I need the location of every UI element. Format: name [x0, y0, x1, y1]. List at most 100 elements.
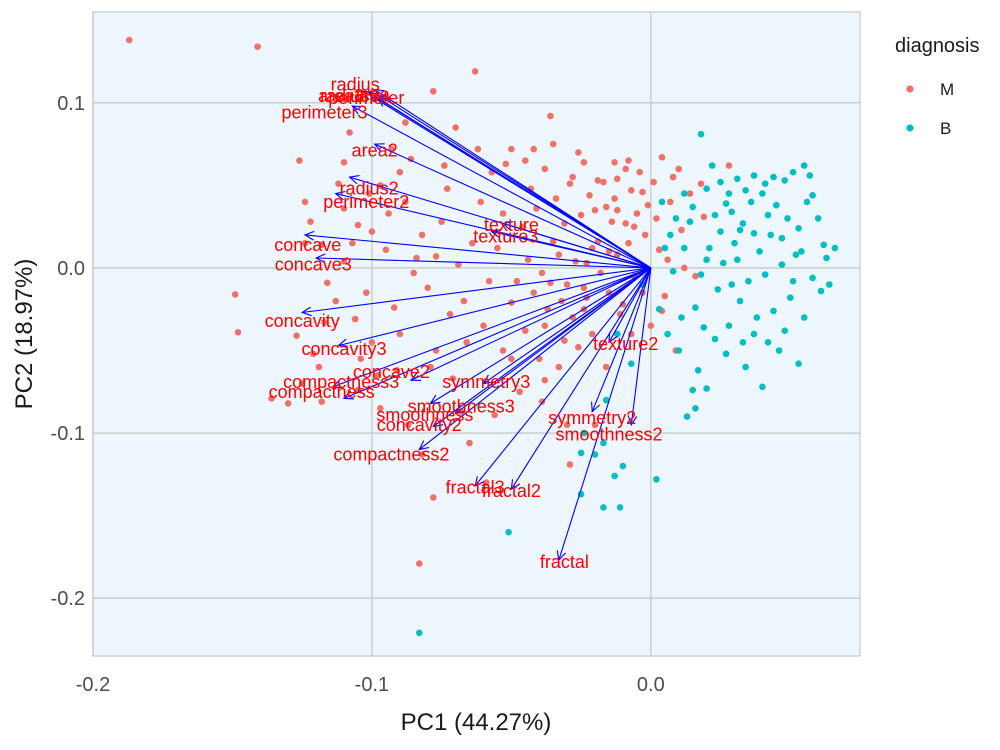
- data-point-B: [675, 347, 682, 354]
- data-point-B: [658, 198, 666, 206]
- data-point-M: [443, 185, 451, 192]
- loading-arrow: [374, 143, 652, 269]
- data-point-M: [234, 329, 242, 336]
- loading-arrow: [608, 267, 652, 343]
- data-point-M: [700, 213, 708, 221]
- data-point-B: [745, 277, 752, 285]
- data-point-M: [494, 244, 501, 252]
- data-point-M: [491, 411, 498, 419]
- data-point-B: [697, 130, 705, 138]
- loading-arrowhead: [490, 228, 502, 239]
- data-point-M: [354, 221, 362, 229]
- loading-arrowhead: [303, 230, 315, 241]
- loading-label: compactness: [269, 382, 375, 402]
- loading-arrow: [432, 267, 652, 427]
- loading-label: area: [354, 85, 391, 105]
- data-point-M: [524, 256, 532, 264]
- loading-arrowhead: [432, 417, 444, 428]
- loading-arrowhead: [501, 221, 513, 231]
- data-point-M: [346, 129, 353, 136]
- data-point-B: [781, 327, 788, 335]
- data-point-B: [683, 413, 691, 420]
- loading-arrow: [418, 267, 652, 451]
- data-point-M: [650, 178, 657, 186]
- data-point-M: [471, 68, 479, 75]
- data-point-B: [770, 307, 777, 315]
- data-point-B: [692, 405, 699, 412]
- data-point-M: [438, 218, 445, 225]
- data-point-B: [602, 396, 610, 404]
- data-point-B: [655, 305, 663, 313]
- data-point-M: [357, 355, 365, 363]
- data-point-B: [672, 215, 680, 222]
- data-point-M: [363, 289, 370, 297]
- data-point-B: [795, 360, 802, 368]
- legend-label-M: M: [940, 80, 954, 99]
- data-point-M: [633, 210, 641, 217]
- data-point-M: [298, 380, 306, 387]
- data-point-B: [759, 383, 766, 391]
- data-point-M: [644, 201, 652, 209]
- data-point-M: [374, 372, 381, 379]
- loading-arrowhead: [362, 90, 374, 100]
- loading-label: perimeter: [328, 88, 404, 108]
- loading-arrow: [352, 105, 652, 269]
- data-point-B: [823, 254, 830, 262]
- data-point-M: [349, 239, 356, 247]
- data-point-M: [541, 376, 549, 384]
- data-point-B: [795, 225, 802, 232]
- data-point-M: [586, 192, 593, 199]
- x-tick-label: -0.1: [355, 674, 389, 696]
- data-point-M: [522, 157, 529, 164]
- data-point-B: [661, 244, 669, 252]
- plot-panel: [93, 12, 860, 656]
- data-point-M: [602, 203, 610, 211]
- data-point-M: [580, 284, 588, 292]
- data-point-M: [396, 330, 404, 338]
- data-point-M: [549, 238, 557, 245]
- data-point-B: [787, 294, 794, 302]
- data-point-M: [318, 398, 326, 406]
- data-point-B: [739, 220, 747, 227]
- data-point-B: [416, 629, 423, 637]
- data-point-B: [600, 439, 607, 447]
- data-point-B: [728, 208, 735, 216]
- data-point-B: [800, 162, 808, 169]
- data-point-M: [669, 173, 677, 181]
- loading-arrow: [591, 267, 652, 412]
- data-point-M: [424, 284, 432, 292]
- data-point-M: [427, 363, 434, 371]
- data-point-M: [402, 119, 409, 126]
- data-point-M: [499, 347, 507, 354]
- loading-arrow: [491, 231, 651, 269]
- loading-arrow: [558, 267, 652, 561]
- loading-label: texture3: [473, 227, 538, 247]
- data-point-B: [600, 504, 607, 511]
- loading-arrowhead: [429, 394, 441, 405]
- loading-label: symmetry2: [548, 408, 636, 428]
- data-point-M: [335, 180, 342, 187]
- data-point-M: [622, 165, 629, 173]
- data-point-M: [566, 180, 574, 187]
- data-point-B: [694, 367, 702, 374]
- x-tick-label: 0.0: [637, 674, 665, 696]
- data-point-B: [798, 248, 805, 255]
- data-point-B: [820, 241, 827, 249]
- loading-arrow: [316, 257, 651, 269]
- data-point-B: [689, 386, 696, 394]
- data-point-M: [254, 43, 261, 50]
- data-point-B: [678, 314, 685, 321]
- data-point-M: [594, 177, 602, 184]
- loading-label: concave3: [275, 255, 352, 275]
- data-point-B: [809, 274, 816, 282]
- data-point-M: [466, 439, 473, 447]
- loading-label: radius: [331, 75, 380, 95]
- data-point-M: [625, 157, 632, 164]
- data-point-M: [555, 251, 563, 258]
- data-point-B: [619, 462, 627, 470]
- data-point-B: [759, 190, 766, 197]
- data-point-B: [706, 244, 713, 252]
- loading-arrowhead: [608, 332, 618, 344]
- loading-arrows: [300, 88, 652, 562]
